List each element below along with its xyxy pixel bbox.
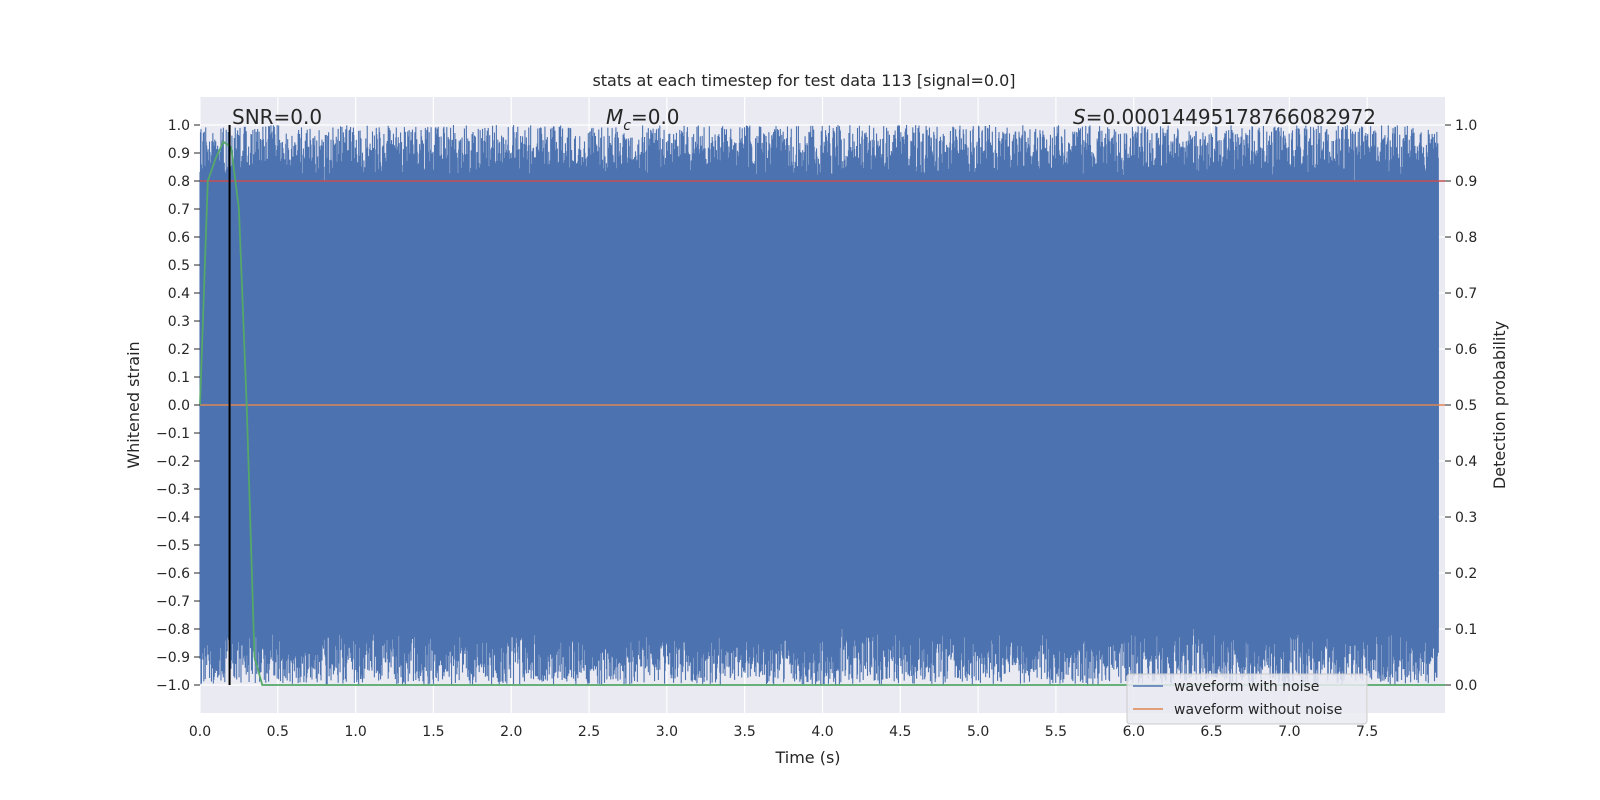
y-tick-label: 0.0 (168, 398, 190, 414)
x-tick-label: 3.5 (734, 724, 756, 740)
y-tick-label: −0.8 (156, 622, 190, 638)
legend-box (1126, 673, 1368, 725)
s-value: =0.00014495178766082972 (1086, 105, 1376, 129)
y-tick-label: −0.9 (156, 650, 190, 666)
x-tick-label: 7.0 (1278, 724, 1300, 740)
x-tick-label: 7.5 (1356, 724, 1378, 740)
y-tick-label: 0.1 (168, 370, 190, 386)
y-right-tick-label: 0.8 (1455, 230, 1477, 246)
y-tick-label: −0.4 (156, 510, 190, 526)
legend-label-clean: waveform without noise (1174, 702, 1342, 718)
y-right-tick-labels: 1.0 0.9 0.8 0.7 0.6 0.5 0.4 0.3 0.2 0.1 0.0 (1445, 118, 1477, 694)
y-right-tick-label: 1.0 (1455, 118, 1477, 134)
y-right-tick-label: 0.9 (1455, 174, 1477, 190)
y-tick-label: −1.0 (156, 678, 190, 694)
y-tick-label: 0.7 (168, 202, 190, 218)
y-tick-label: 0.2 (168, 342, 190, 358)
y-right-tick-label: 0.6 (1455, 342, 1477, 358)
x-tick-label: 5.0 (967, 724, 989, 740)
y-tick-label: −0.5 (156, 538, 190, 554)
y-tick-label: −0.3 (156, 482, 190, 498)
x-tick-labels: 0.0 0.5 1.0 1.5 2.0 2.5 3.0 3.5 4.0 4.5 5.0 5.5 6.0 6… (189, 724, 1378, 740)
y-tick-label: 0.4 (168, 286, 190, 302)
y-right-tick-label: 0.7 (1455, 286, 1477, 302)
y-tick-label: 0.3 (168, 314, 190, 330)
mc-value: =0.0 (631, 105, 680, 129)
y-tick-label: 0.9 (168, 146, 190, 162)
x-tick-label: 0.0 (189, 724, 211, 740)
x-tick-label: 4.0 (811, 724, 833, 740)
chart-title: stats at each timestep for test data 113… (592, 71, 1015, 90)
x-axis-label: Time (s) (774, 748, 840, 767)
y-tick-label: −0.1 (156, 426, 190, 442)
s-annotation: S=0.00014495178766082972 (1073, 105, 1376, 129)
x-tick-label: 3.0 (656, 724, 678, 740)
y-tick-labels: 1.0 0.9 0.8 0.7 0.6 0.5 0.4 0.3 0.2 0.1 0.0 −0.1 −0.… (156, 118, 200, 694)
y-axis-label: Whitened strain (124, 341, 143, 468)
x-tick-label: 1.5 (422, 724, 444, 740)
detection-probability-line (199, 140, 1445, 686)
y-tick-label: 0.5 (168, 258, 190, 274)
x-tick-label: 0.5 (267, 724, 289, 740)
y-tick-label: −0.2 (156, 454, 190, 470)
x-tick-label: 5.5 (1045, 724, 1067, 740)
series-lines (199, 125, 1445, 686)
legend: waveform with noise waveform without noi… (1126, 673, 1368, 725)
y-tick-label: 1.0 (168, 118, 190, 134)
y-right-tick-label: 0.5 (1455, 398, 1477, 414)
y-tick-label: 0.8 (168, 174, 190, 190)
y-right-tick-label: 0.0 (1455, 678, 1477, 694)
mc-annotation: Mc=0.0 (606, 105, 680, 134)
y-tick-label: 0.6 (168, 230, 190, 246)
x-tick-label: 4.5 (889, 724, 911, 740)
y-right-tick-label: 0.3 (1455, 510, 1477, 526)
y-right-tick-label: 0.2 (1455, 566, 1477, 582)
x-tick-label: 6.5 (1200, 724, 1222, 740)
y-right-tick-label: 0.1 (1455, 622, 1477, 638)
snr-annotation: SNR=0.0 (232, 105, 322, 129)
mc-symbol: M (606, 105, 623, 129)
legend-label-noise: waveform with noise (1174, 679, 1319, 695)
x-tick-label: 1.0 (344, 724, 366, 740)
x-tick-label: 2.0 (500, 724, 522, 740)
y-right-axis-label: Detection probability (1490, 321, 1509, 489)
y-tick-label: −0.7 (156, 594, 190, 610)
x-tick-label: 2.5 (578, 724, 600, 740)
s-symbol: S (1073, 105, 1086, 129)
y-right-tick-label: 0.4 (1455, 454, 1477, 470)
x-tick-label: 6.0 (1123, 724, 1145, 740)
mc-subscript: c (623, 118, 631, 134)
y-tick-label: −0.6 (156, 566, 190, 582)
